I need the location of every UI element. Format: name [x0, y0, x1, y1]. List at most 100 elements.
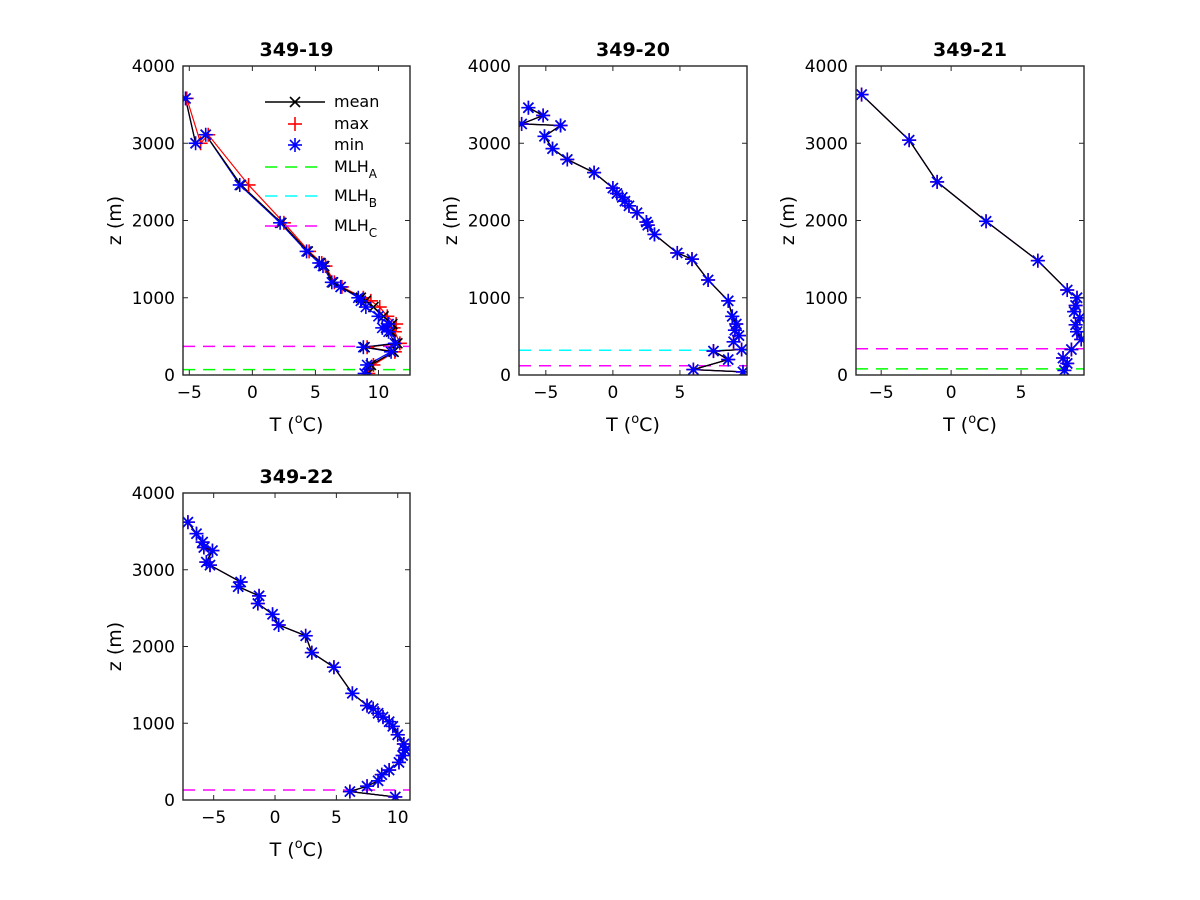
- star-stroke: [335, 281, 347, 293]
- star-stroke: [640, 216, 653, 228]
- x-axis-label-sup: o: [295, 837, 303, 852]
- star-stroke: [183, 516, 194, 528]
- star-stroke: [399, 744, 410, 756]
- star-stroke: [722, 353, 734, 366]
- min-point: [271, 618, 286, 633]
- min-point: [198, 127, 213, 142]
- min-point: [685, 252, 700, 267]
- min-point: [345, 686, 360, 701]
- x-axis-label-main: T (: [269, 839, 295, 861]
- axes-box: [182, 492, 411, 801]
- star-stroke: [391, 791, 401, 800]
- min-point: [387, 336, 402, 351]
- x-tick-label: −5: [869, 383, 894, 403]
- max-line: [187, 521, 406, 798]
- x-axis-label: T (oC): [269, 837, 324, 861]
- panel-349-20: −5 0 5 0 1000 2000 3000 4000 349-20 T (oC) z (m): [440, 39, 748, 436]
- star-stroke: [1061, 357, 1073, 370]
- x-tick-label: −5: [201, 808, 226, 828]
- min-point: [605, 181, 620, 196]
- star-stroke: [648, 228, 661, 241]
- panel-349-21: −5 0 5 0 1000 2000 3000 4000 349-21 T (oC) z (m): [777, 39, 1085, 436]
- star-stroke: [361, 780, 373, 792]
- star-stroke: [376, 769, 388, 781]
- y-tick-label: 2000: [132, 212, 175, 232]
- y-axis-label: z (m): [104, 622, 126, 671]
- min-point: [357, 366, 372, 375]
- star-stroke: [561, 153, 573, 166]
- legend-label-sub: A: [369, 167, 378, 181]
- x-axis-label-main: T (: [605, 414, 631, 436]
- star-stroke: [266, 608, 279, 620]
- series: [183, 91, 407, 375]
- x-tick-label: 5: [310, 383, 321, 403]
- y-tick-label: 4000: [805, 57, 848, 77]
- star-stroke: [328, 661, 340, 673]
- min-point: [382, 763, 397, 778]
- star-stroke: [382, 318, 395, 330]
- min-point: [298, 628, 313, 643]
- legend-label: MLHB: [334, 186, 377, 210]
- min-point: [519, 116, 529, 131]
- y-tick-label: 0: [164, 791, 175, 811]
- min-point: [721, 293, 736, 308]
- star-stroke: [306, 647, 318, 659]
- min-point: [360, 357, 375, 372]
- x-tick-label: 0: [607, 383, 618, 403]
- star-stroke: [702, 274, 714, 286]
- star-stroke: [197, 536, 209, 548]
- mlh-lines: [856, 347, 1084, 370]
- series: [856, 87, 1084, 375]
- star-stroke: [190, 528, 203, 540]
- min-point: [536, 108, 551, 123]
- min-point: [735, 364, 747, 375]
- star-stroke: [1070, 319, 1082, 331]
- legend-label: min: [334, 135, 364, 154]
- x-tick-label: 0: [946, 383, 957, 403]
- min-point: [706, 344, 721, 359]
- min-point: [930, 174, 945, 189]
- mean-line: [861, 94, 1083, 371]
- min-point: [701, 272, 716, 287]
- chart-title: 349-20: [596, 39, 670, 61]
- min-point: [721, 352, 736, 367]
- min-point: [371, 309, 386, 324]
- star-stroke: [313, 257, 325, 269]
- min-point: [374, 767, 389, 782]
- min-point: [360, 779, 375, 794]
- legend-label: MLHA: [334, 157, 378, 181]
- x-tick-label: 5: [1016, 383, 1027, 403]
- star-stroke: [300, 630, 312, 642]
- y-tick-label: 0: [837, 366, 848, 386]
- star-stroke: [200, 556, 212, 568]
- min-point: [188, 136, 203, 151]
- star-stroke: [1065, 343, 1078, 356]
- y-tick-label: 3000: [805, 134, 848, 154]
- chart-title: 349-21: [933, 39, 1007, 61]
- x-axis-label-tail: C): [303, 414, 324, 436]
- star-stroke: [1061, 284, 1073, 296]
- mean-line: [187, 521, 406, 798]
- min-point: [670, 245, 685, 260]
- axes-box: [855, 65, 1085, 376]
- star-stroke: [546, 143, 559, 155]
- y-tick-label: 1000: [468, 289, 511, 309]
- y-tick-label: 1000: [132, 714, 175, 734]
- star-stroke: [300, 245, 313, 258]
- star-stroke: [1071, 292, 1083, 304]
- min-point: [902, 133, 917, 148]
- x-tick-label: 10: [368, 383, 390, 403]
- star-stroke: [588, 166, 600, 179]
- x-axis-label-tail: C): [303, 839, 324, 861]
- min-point: [195, 535, 210, 550]
- x-tick-label: −5: [533, 383, 558, 403]
- star-stroke: [273, 619, 285, 631]
- axes-box: [518, 65, 748, 376]
- min-line: [187, 521, 406, 798]
- min-point: [299, 244, 314, 259]
- star-stroke: [554, 119, 567, 132]
- min-point: [1030, 253, 1045, 268]
- star-stroke: [352, 292, 364, 304]
- x-axis-label-main: T (: [942, 414, 968, 436]
